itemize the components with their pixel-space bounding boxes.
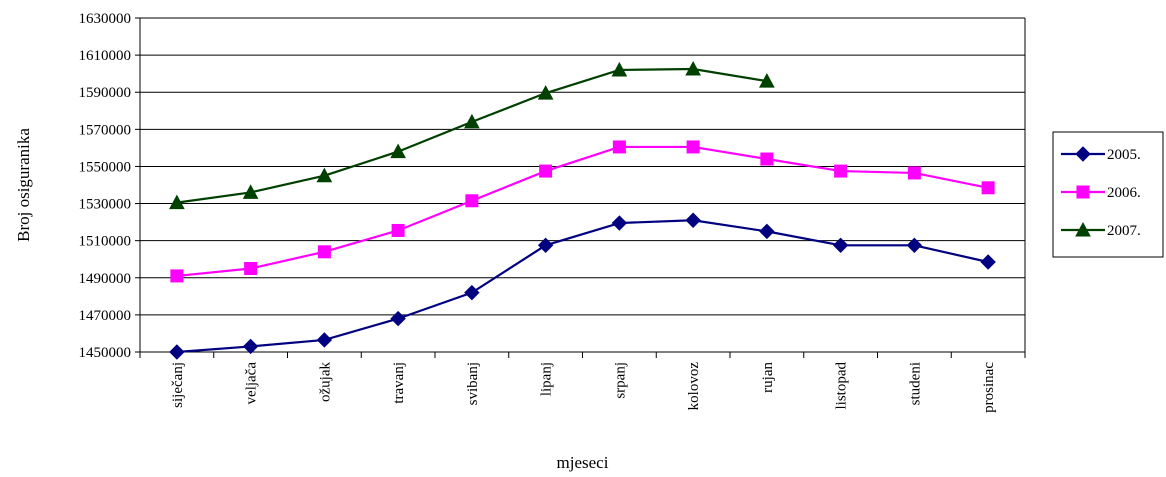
- y-tick-label: 1490000: [79, 271, 132, 287]
- legend: 2005. 2006. 2007.: [1052, 131, 1164, 258]
- y-tick-label: 1510000: [79, 234, 132, 250]
- y-tick-label: 1570000: [79, 122, 132, 138]
- data-point-triangle: [685, 60, 701, 76]
- y-tick-label: 1530000: [79, 197, 132, 213]
- legend-label: 2006.: [1107, 185, 1141, 201]
- y-tick-label: 1630000: [79, 11, 132, 27]
- data-point-triangle: [169, 194, 185, 210]
- x-tick-label: lipanj: [539, 362, 555, 396]
- data-point-triangle: [316, 167, 333, 183]
- series-line: [176, 67, 768, 204]
- data-point-square: [244, 262, 258, 275]
- data-point-diamond: [611, 215, 628, 231]
- y-tick-label: 1470000: [79, 308, 132, 324]
- data-point-triangle: [464, 113, 480, 129]
- x-tick-label: kolovoz: [686, 362, 702, 411]
- series-1: [170, 140, 995, 283]
- legend-item: 2007.: [1061, 221, 1141, 239]
- series-2: [169, 60, 775, 210]
- x-tick-label: travanj: [391, 362, 407, 404]
- x-tick-label: siječanj: [170, 362, 186, 408]
- series-0: [169, 212, 996, 360]
- data-point-triangle: [242, 184, 259, 199]
- data-point-square: [612, 140, 626, 154]
- x-tick-label: svibanj: [465, 362, 481, 405]
- data-point-diamond: [390, 310, 406, 327]
- data-point-diamond: [1075, 146, 1091, 162]
- data-point-triangle: [611, 61, 628, 77]
- data-point-diamond: [169, 344, 185, 360]
- data-point-diamond: [537, 237, 554, 254]
- data-point-diamond: [832, 237, 849, 254]
- data-point-triangle: [390, 143, 406, 159]
- data-point-square: [907, 166, 921, 180]
- x-axis-title: mjeseci: [557, 453, 609, 472]
- y-axis-ticks: 1450000 1470000 1490000 1510000 1530000 15500…: [79, 11, 140, 361]
- axes: [139, 18, 1026, 353]
- data-point-diamond: [316, 332, 333, 348]
- data-point-square: [760, 152, 774, 166]
- y-tick-label: 1450000: [79, 345, 132, 361]
- series-line: [176, 145, 989, 278]
- data-point-square: [981, 181, 995, 195]
- data-point-diamond: [980, 254, 996, 270]
- data-point-triangle: [759, 73, 775, 88]
- data-point-triangle: [1075, 221, 1091, 237]
- data-point-square: [391, 223, 405, 237]
- x-tick-label: rujan: [760, 362, 776, 393]
- data-point-square: [834, 164, 848, 178]
- data-point-square: [170, 269, 184, 283]
- data-point-square: [686, 140, 700, 154]
- data-point-square: [539, 164, 553, 178]
- data-point-diamond: [906, 237, 923, 254]
- data-point-diamond: [464, 284, 480, 301]
- legend-item: 2005.: [1061, 146, 1141, 163]
- legend-label: 2005.: [1107, 147, 1141, 163]
- x-tick-label: veljača: [244, 362, 260, 405]
- y-tick-label: 1610000: [79, 48, 132, 64]
- data-point-diamond: [759, 223, 775, 240]
- y-tick-label: 1550000: [79, 159, 132, 175]
- x-tick-label: prosinac: [981, 362, 997, 413]
- legend-label: 2007.: [1107, 223, 1141, 239]
- data-point-square: [465, 194, 479, 208]
- x-tick-label: ožujak: [317, 362, 333, 402]
- y-tick-label: 1590000: [79, 85, 132, 101]
- series-layer: [169, 60, 996, 360]
- gridlines: [140, 17, 1025, 353]
- x-tick-label: studeni: [907, 362, 923, 405]
- data-point-square: [1076, 185, 1090, 199]
- data-point-triangle: [537, 85, 554, 100]
- x-tick-label: srpanj: [612, 362, 628, 399]
- x-axis-ticks: siječanj veljača ožujak travanj svibanj lipan…: [139, 352, 1026, 413]
- x-tick-label: listopad: [834, 362, 850, 410]
- data-point-diamond: [685, 212, 701, 228]
- data-point-diamond: [242, 338, 259, 355]
- legend-box: [1052, 131, 1164, 258]
- series-line: [176, 219, 989, 354]
- data-point-square: [317, 245, 331, 259]
- y-axis-title: Broj osiguranika: [14, 128, 33, 242]
- legend-item: 2006.: [1061, 185, 1141, 201]
